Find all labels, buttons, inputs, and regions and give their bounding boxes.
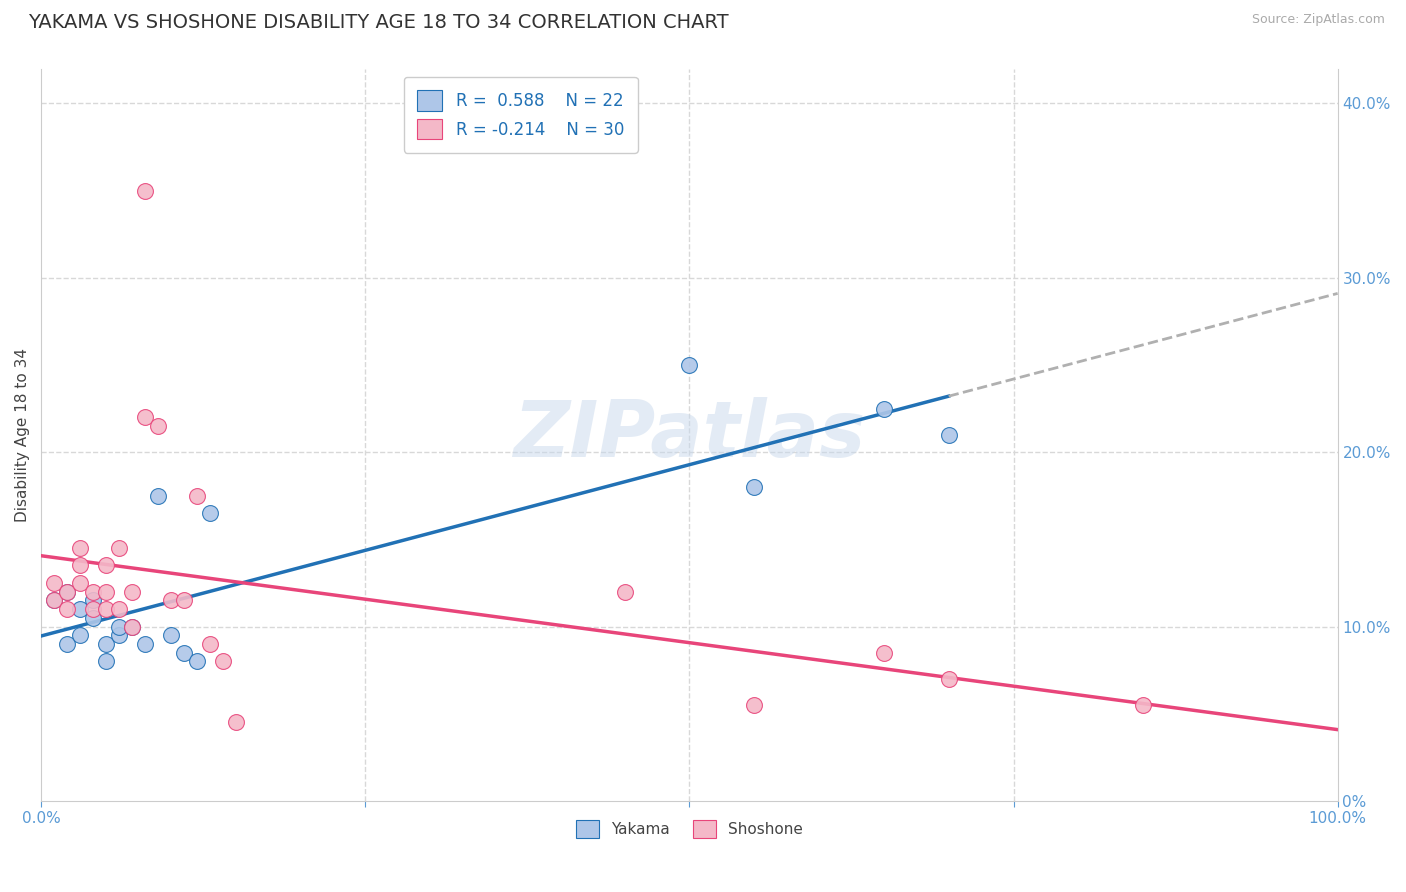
Point <box>198 506 221 520</box>
Y-axis label: Disability Age 18 to 34: Disability Age 18 to 34 <box>15 348 30 522</box>
Point <box>94 654 117 668</box>
Point <box>225 715 247 730</box>
Point <box>56 584 79 599</box>
Point <box>108 602 131 616</box>
Point <box>69 575 91 590</box>
Point <box>108 541 131 555</box>
Point <box>42 593 65 607</box>
Point <box>134 410 156 425</box>
Point <box>42 575 65 590</box>
Point <box>211 654 233 668</box>
Point <box>108 619 131 633</box>
Text: YAKAMA VS SHOSHONE DISABILITY AGE 18 TO 34 CORRELATION CHART: YAKAMA VS SHOSHONE DISABILITY AGE 18 TO … <box>28 13 728 32</box>
Point <box>69 558 91 573</box>
Point <box>56 584 79 599</box>
Text: Source: ZipAtlas.com: Source: ZipAtlas.com <box>1251 13 1385 27</box>
Point <box>146 489 169 503</box>
Point <box>94 637 117 651</box>
Point <box>742 480 765 494</box>
Point <box>873 646 896 660</box>
Text: ZIPatlas: ZIPatlas <box>513 397 866 473</box>
Point <box>56 602 79 616</box>
Point <box>938 672 960 686</box>
Point <box>186 489 208 503</box>
Point <box>742 698 765 712</box>
Point <box>1132 698 1154 712</box>
Point <box>678 358 700 372</box>
Point <box>121 619 143 633</box>
Point <box>82 593 104 607</box>
Point <box>121 619 143 633</box>
Point <box>121 584 143 599</box>
Point <box>69 541 91 555</box>
Point <box>134 184 156 198</box>
Point <box>173 593 195 607</box>
Point <box>94 558 117 573</box>
Point <box>146 419 169 434</box>
Point <box>108 628 131 642</box>
Legend: Yakama, Shoshone: Yakama, Shoshone <box>569 814 808 845</box>
Point <box>198 637 221 651</box>
Point <box>613 584 636 599</box>
Point <box>69 602 91 616</box>
Point <box>159 628 181 642</box>
Point <box>56 637 79 651</box>
Point <box>82 611 104 625</box>
Point <box>69 628 91 642</box>
Point <box>873 401 896 416</box>
Point <box>173 646 195 660</box>
Point <box>94 584 117 599</box>
Point <box>159 593 181 607</box>
Point <box>186 654 208 668</box>
Point <box>42 593 65 607</box>
Point <box>938 427 960 442</box>
Point <box>94 602 117 616</box>
Point <box>134 637 156 651</box>
Point <box>82 584 104 599</box>
Point <box>82 602 104 616</box>
